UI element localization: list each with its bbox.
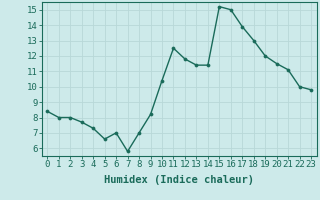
X-axis label: Humidex (Indice chaleur): Humidex (Indice chaleur): [104, 175, 254, 185]
